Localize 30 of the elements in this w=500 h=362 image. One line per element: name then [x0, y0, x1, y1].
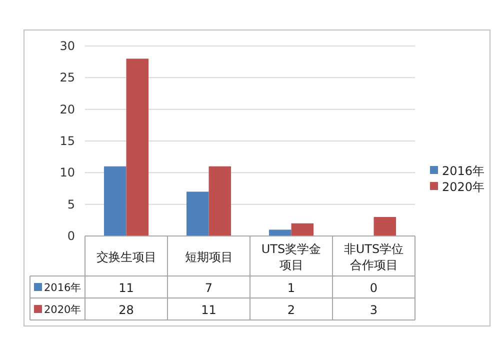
x-tick-label: UTS奖学金项目: [261, 242, 322, 272]
bar: [268, 230, 292, 236]
data-label: 11: [118, 281, 134, 295]
data-label: 28: [118, 303, 134, 317]
bar: [186, 192, 209, 236]
legend-label: 2016年: [44, 282, 82, 294]
x-tick-label: 短期项目: [184, 250, 233, 264]
bar: [291, 223, 314, 236]
bar: [374, 217, 396, 236]
data-label: 3: [370, 303, 378, 317]
y-tick-label: 10: [60, 166, 75, 180]
y-tick-label: 25: [60, 70, 75, 85]
data-label: 2: [287, 303, 296, 317]
y-tick-label: 30: [60, 39, 75, 53]
y-tick-label: 20: [60, 102, 75, 116]
y-tick-label: 15: [60, 134, 75, 148]
data-label: 7: [204, 281, 213, 295]
x-tick-label: 交换生项目: [96, 250, 156, 264]
bar: [104, 166, 126, 236]
text: 2020年: [44, 304, 82, 316]
bar: [126, 58, 149, 236]
data-label: 1: [287, 281, 296, 295]
data-label: 11: [201, 303, 216, 317]
y-tick-label: 5: [67, 197, 75, 212]
x-tick-label: 非UTS学位合作项目: [344, 242, 404, 272]
y-tick-label: 0: [67, 229, 75, 243]
bar: [208, 166, 232, 236]
legend-label: 2020年: [442, 180, 485, 194]
text: 2016年: [442, 164, 485, 178]
data-label: 0: [370, 281, 378, 295]
